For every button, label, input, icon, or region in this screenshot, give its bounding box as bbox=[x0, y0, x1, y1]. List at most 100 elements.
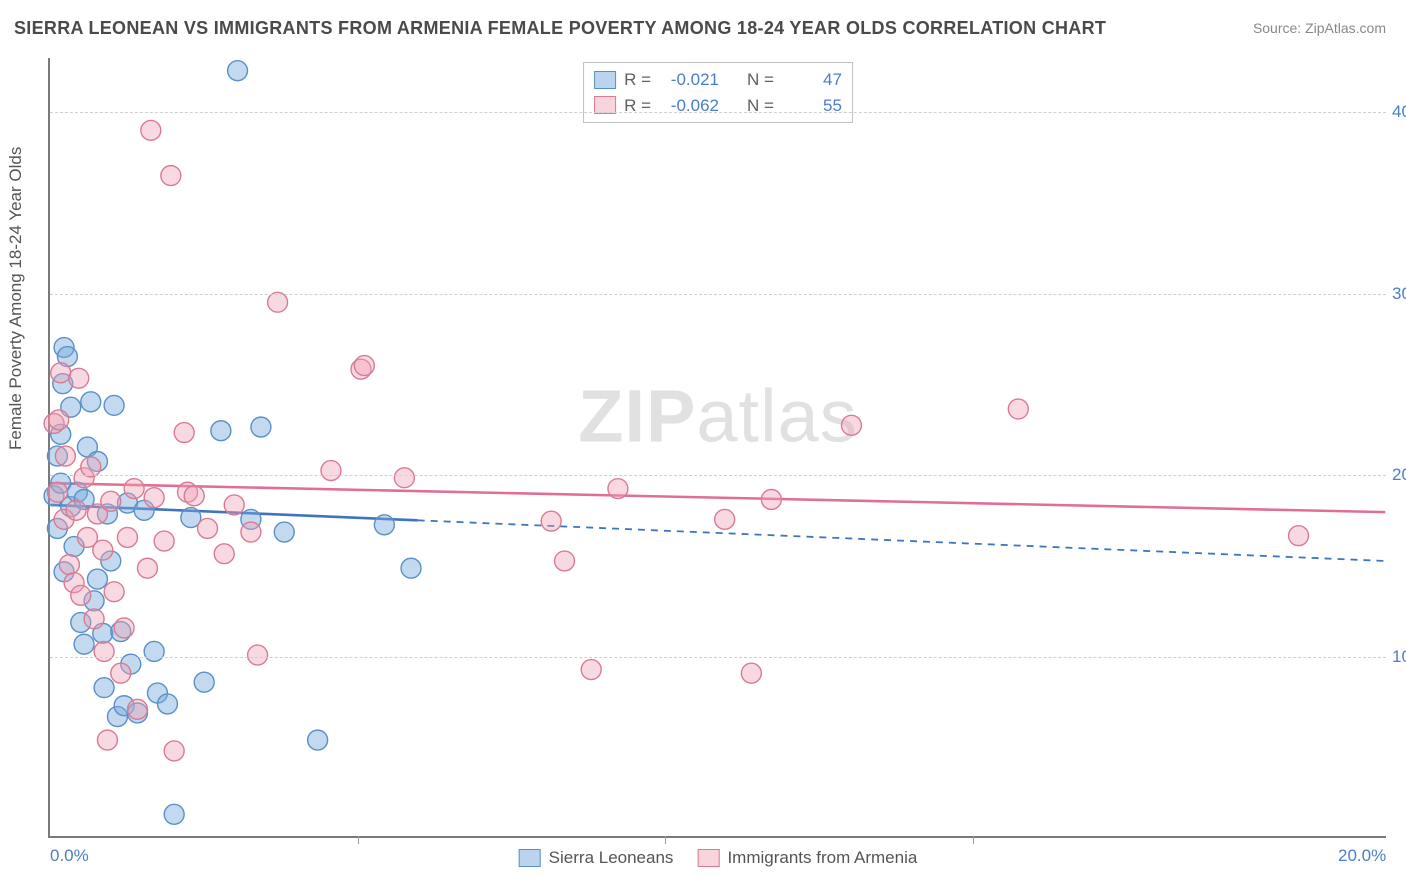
data-point bbox=[81, 392, 101, 412]
data-point bbox=[154, 531, 174, 551]
swatch-blue-icon bbox=[519, 849, 541, 867]
data-point bbox=[55, 446, 75, 466]
data-point bbox=[47, 482, 67, 502]
y-tick-label: 20.0% bbox=[1392, 465, 1406, 485]
source-attribution: Source: ZipAtlas.com bbox=[1253, 20, 1386, 36]
data-point bbox=[84, 609, 104, 629]
swatch-pink-icon bbox=[697, 849, 719, 867]
data-point bbox=[841, 415, 861, 435]
series-name-1: Sierra Leoneans bbox=[549, 848, 674, 868]
gridline bbox=[50, 112, 1386, 113]
data-point bbox=[224, 495, 244, 515]
plot-area: ZIPatlas R = -0.021 N = 47 R = -0.062 N … bbox=[48, 58, 1386, 838]
y-tick-label: 30.0% bbox=[1392, 284, 1406, 304]
n-label: N = bbox=[747, 67, 774, 93]
data-point bbox=[194, 672, 214, 692]
data-point bbox=[117, 527, 137, 547]
data-point bbox=[144, 641, 164, 661]
data-point bbox=[144, 488, 164, 508]
data-point bbox=[59, 555, 79, 575]
data-point bbox=[248, 645, 268, 665]
data-point bbox=[1289, 526, 1309, 546]
data-point bbox=[51, 363, 71, 383]
scatter-svg bbox=[50, 58, 1386, 836]
chart-title: SIERRA LEONEAN VS IMMIGRANTS FROM ARMENI… bbox=[14, 18, 1106, 39]
n-label: N = bbox=[747, 93, 774, 119]
data-point bbox=[81, 457, 101, 477]
legend-item-2: Immigrants from Armenia bbox=[697, 848, 917, 868]
r-label: R = bbox=[624, 67, 651, 93]
legend-item-1: Sierra Leoneans bbox=[519, 848, 674, 868]
data-point bbox=[1008, 399, 1028, 419]
data-point bbox=[141, 120, 161, 140]
x-tick bbox=[358, 836, 359, 844]
r-value-1: -0.021 bbox=[659, 67, 719, 93]
data-point bbox=[161, 166, 181, 186]
data-point bbox=[541, 511, 561, 531]
data-point bbox=[164, 804, 184, 824]
data-point bbox=[101, 491, 121, 511]
data-point bbox=[94, 641, 114, 661]
data-point bbox=[93, 540, 113, 560]
data-point bbox=[137, 558, 157, 578]
legend-row-series-1: R = -0.021 N = 47 bbox=[594, 67, 842, 93]
data-point bbox=[87, 569, 107, 589]
data-point bbox=[114, 618, 134, 638]
data-point bbox=[111, 663, 131, 683]
data-point bbox=[251, 417, 271, 437]
data-point bbox=[241, 522, 261, 542]
y-tick-label: 10.0% bbox=[1392, 647, 1406, 667]
data-point bbox=[198, 518, 218, 538]
data-point bbox=[66, 500, 86, 520]
data-point bbox=[354, 356, 374, 376]
gridline bbox=[50, 657, 1386, 658]
data-point bbox=[761, 489, 781, 509]
data-point bbox=[214, 544, 234, 564]
n-value-2: 55 bbox=[782, 93, 842, 119]
data-point bbox=[741, 663, 761, 683]
data-point bbox=[97, 730, 117, 750]
data-point bbox=[74, 634, 94, 654]
data-point bbox=[268, 292, 288, 312]
correlation-legend: R = -0.021 N = 47 R = -0.062 N = 55 bbox=[583, 62, 853, 123]
gridline bbox=[50, 475, 1386, 476]
swatch-blue-icon bbox=[594, 71, 616, 89]
data-point bbox=[124, 479, 144, 499]
data-point bbox=[174, 423, 194, 443]
legend-row-series-2: R = -0.062 N = 55 bbox=[594, 93, 842, 119]
data-point bbox=[69, 368, 89, 388]
n-value-1: 47 bbox=[782, 67, 842, 93]
data-point bbox=[274, 522, 294, 542]
x-tick-label: 0.0% bbox=[50, 846, 89, 866]
data-point bbox=[158, 694, 178, 714]
data-point bbox=[211, 421, 231, 441]
data-point bbox=[401, 558, 421, 578]
gridline bbox=[50, 294, 1386, 295]
y-axis-label: Female Poverty Among 18-24 Year Olds bbox=[6, 147, 26, 450]
data-point bbox=[715, 509, 735, 529]
x-tick bbox=[665, 836, 666, 844]
trendline bbox=[51, 483, 1386, 512]
data-point bbox=[581, 660, 601, 680]
series-legend: Sierra Leoneans Immigrants from Armenia bbox=[519, 848, 918, 868]
data-point bbox=[394, 468, 414, 488]
data-point bbox=[321, 461, 341, 481]
data-point bbox=[71, 585, 91, 605]
data-point bbox=[127, 699, 147, 719]
data-point bbox=[184, 486, 204, 506]
data-point bbox=[374, 515, 394, 535]
r-value-2: -0.062 bbox=[659, 93, 719, 119]
data-point bbox=[49, 410, 69, 430]
data-point bbox=[308, 730, 328, 750]
series-name-2: Immigrants from Armenia bbox=[727, 848, 917, 868]
data-point bbox=[104, 582, 124, 602]
x-tick bbox=[973, 836, 974, 844]
data-point bbox=[228, 61, 248, 81]
x-tick-label: 20.0% bbox=[1338, 846, 1386, 866]
data-point bbox=[164, 741, 184, 761]
data-point bbox=[555, 551, 575, 571]
y-tick-label: 40.0% bbox=[1392, 102, 1406, 122]
data-point bbox=[104, 395, 124, 415]
data-point bbox=[608, 479, 628, 499]
r-label: R = bbox=[624, 93, 651, 119]
